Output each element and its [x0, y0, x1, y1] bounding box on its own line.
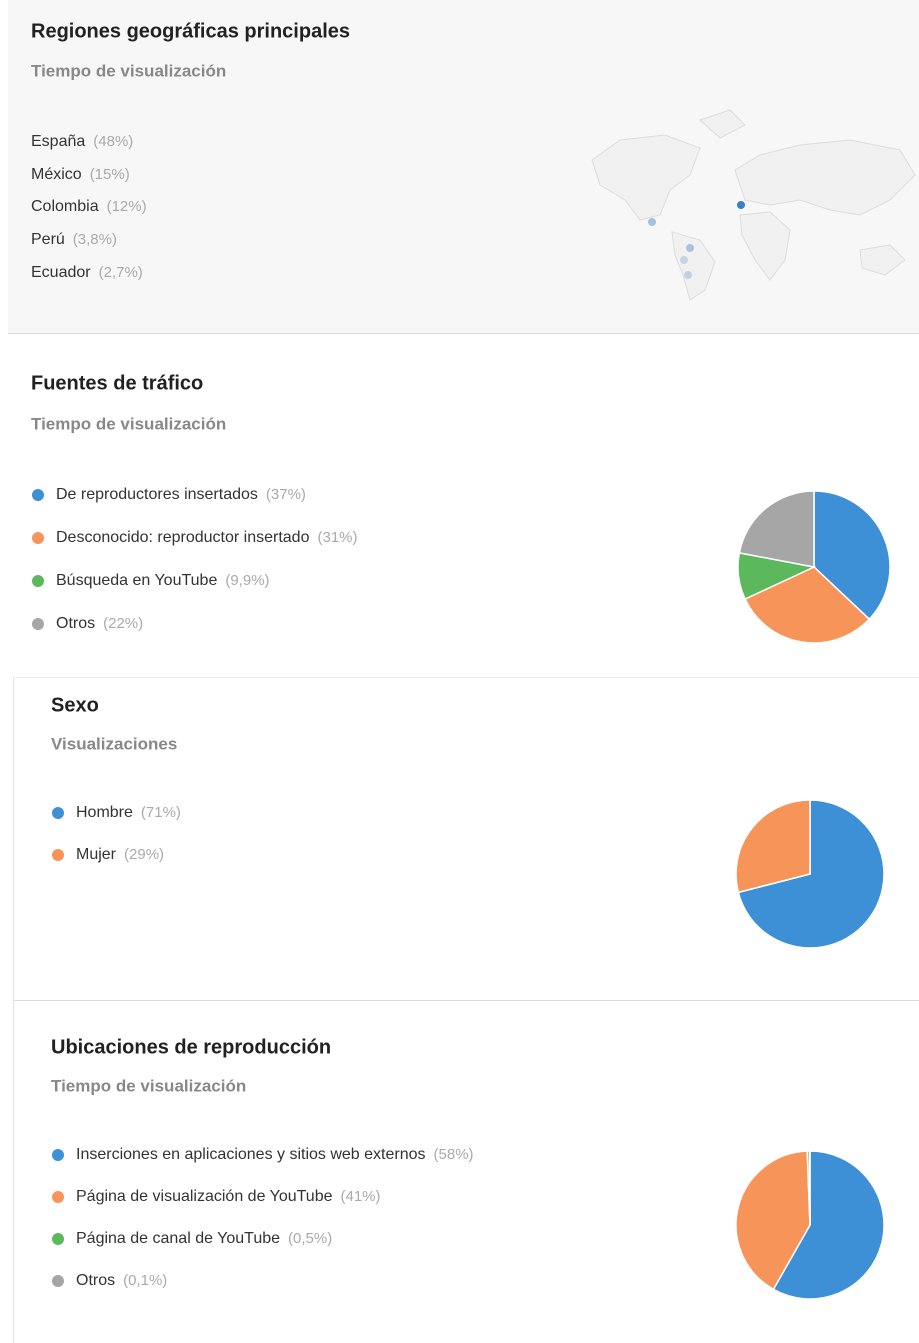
value-label: (0,5%)	[288, 1230, 332, 1247]
pie-slice	[737, 799, 885, 949]
section-subtitle: Visualizaciones	[51, 734, 177, 753]
legend-label: Hombre	[76, 804, 133, 821]
legend-dot	[52, 1233, 64, 1245]
country-mark	[680, 256, 688, 264]
legend-dot	[52, 1149, 64, 1161]
pie-slice	[744, 566, 871, 644]
greenland	[699, 109, 746, 139]
section-title: Regiones geográficas principales	[31, 20, 350, 42]
value-label: (3,8%)	[73, 231, 117, 248]
pie-slice	[738, 490, 815, 568]
value-label: (48%)	[93, 133, 133, 150]
legend-dot	[52, 849, 64, 861]
legend-label: Inserciones en aplicaciones y sitios web…	[76, 1146, 426, 1163]
legend-label: México	[31, 166, 82, 183]
legend-label: Página de canal de YouTube	[76, 1230, 280, 1247]
value-label: (0,1%)	[123, 1272, 167, 1289]
value-label: (15%)	[90, 166, 130, 183]
legend-label: Otros	[56, 615, 95, 632]
value-label: (41%)	[341, 1188, 381, 1205]
value-label: (22%)	[103, 615, 143, 632]
value-label: (31%)	[317, 529, 357, 546]
south-america	[671, 231, 716, 301]
section-title: Sexo	[51, 694, 99, 716]
section-title: Fuentes de tráfico	[31, 372, 203, 394]
pie-slice	[735, 799, 811, 894]
legend-dot	[52, 1275, 64, 1287]
value-label: (29%)	[124, 846, 164, 863]
oceania	[859, 244, 906, 276]
country-mark	[684, 271, 692, 279]
value-label: (12%)	[107, 198, 147, 215]
legend-dot	[52, 807, 64, 819]
value-label: (37%)	[266, 486, 306, 503]
world-map	[591, 109, 916, 301]
legend-label: Ecuador	[31, 264, 91, 281]
legend-label: Mujer	[76, 846, 117, 863]
legend-label: Búsqueda en YouTube	[56, 572, 217, 589]
north-america	[591, 134, 701, 221]
section-subtitle: Tiempo de visualización	[51, 1076, 246, 1095]
value-label: (58%)	[434, 1146, 474, 1163]
country-mark	[648, 218, 656, 226]
eurasia	[734, 139, 916, 216]
value-label: (9,9%)	[225, 572, 269, 589]
pie-slice	[735, 1150, 811, 1291]
africa	[739, 211, 791, 281]
legend-label: Otros	[76, 1272, 115, 1289]
legend-label: Perú	[31, 231, 65, 248]
section-subtitle: Tiempo de visualización	[31, 61, 226, 80]
legend-label: Página de visualización de YouTube	[76, 1188, 333, 1205]
pie-slice	[772, 1150, 885, 1300]
legend-dot	[52, 1191, 64, 1203]
value-label: (71%)	[141, 804, 181, 821]
legend-dot	[32, 532, 44, 544]
legend-label: Colombia	[31, 198, 99, 215]
value-label: (2,7%)	[99, 264, 143, 281]
legend-label: España	[31, 133, 85, 150]
country-mark	[686, 244, 694, 252]
legend-dot	[32, 489, 44, 501]
legend-dot	[32, 575, 44, 587]
pie-slice	[813, 490, 891, 621]
legend-label: Desconocido: reproductor insertado	[56, 529, 310, 546]
legend-label: De reproductores insertados	[56, 486, 258, 503]
section-title: Ubicaciones de reproducción	[51, 1036, 331, 1058]
legend-dot	[32, 618, 44, 630]
section-subtitle: Tiempo de visualización	[31, 414, 226, 433]
country-mark	[737, 201, 745, 209]
